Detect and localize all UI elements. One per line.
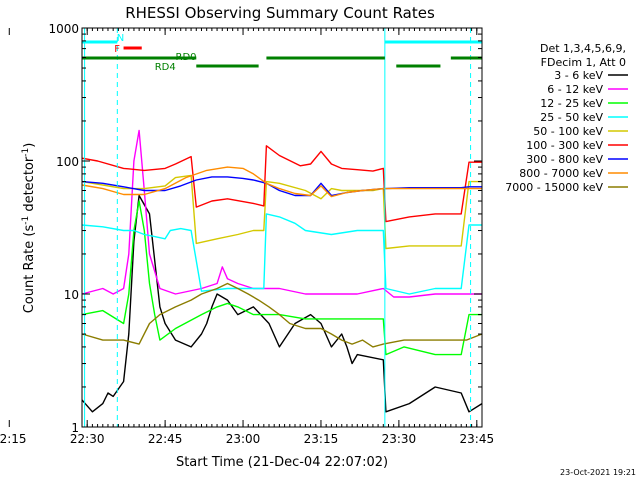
legend-header-decim: FDecim 1, Att 0 <box>541 56 626 69</box>
x-tick-label: 22:15 <box>0 432 27 446</box>
y-axis-label-part1: Count Rate (s <box>22 225 37 314</box>
legend-label-50-100-kev: 50 - 100 keV <box>533 125 603 138</box>
y-axis-label-sup1: -1 <box>21 216 31 225</box>
marker-layer <box>84 28 472 427</box>
series-line-800-7000-kev <box>81 166 482 198</box>
legend-label-800-7000-kev: 800 - 7000 keV <box>519 167 603 180</box>
flag-label-n: N <box>117 33 124 44</box>
series-line-300-800-kev <box>81 176 482 197</box>
series-line-50-100-kev <box>81 174 482 250</box>
flag-label-rd0: RD0 <box>176 52 197 63</box>
legend-label-25-50-kev: 25 - 50 keV <box>540 111 603 124</box>
series-line-7000-15000-kev <box>81 282 483 348</box>
flag-label-f: F <box>114 44 120 55</box>
legend-label-6-12-kev: 6 - 12 keV <box>547 83 603 96</box>
y-axis-label-sup2: -1 <box>21 148 31 157</box>
footer-date: 23-Oct-2021 19:21 <box>560 468 636 477</box>
flag-label-rd4: RD4 <box>155 62 176 73</box>
series-line-6-12-kev <box>81 129 482 298</box>
series-line-100-300-kev <box>81 145 482 223</box>
y-axis: 1 10 100 1000 <box>48 22 482 435</box>
legend-label-100-300-kev: 100 - 300 keV <box>526 139 603 152</box>
x-tick-label: 23:45 <box>460 432 495 446</box>
x-tick-label: 23:00 <box>226 432 261 446</box>
legend: Det 1,3,4,5,6,9, FDecim 1, Att 0 3 - 6 k… <box>505 42 628 194</box>
series-line-3-6-kev <box>81 194 483 413</box>
plot-frame <box>81 27 483 428</box>
legend-label-12-25-kev: 12 - 25 keV <box>540 97 603 110</box>
x-axis-label: Start Time (21-Dec-04 22:07:02) <box>176 455 388 470</box>
x-tick-label: 23:15 <box>304 432 339 446</box>
x-tick-label: 23:30 <box>382 432 417 446</box>
chart-title: RHESSI Observing Summary Count Rates <box>125 4 435 22</box>
series-line-12-25-kev <box>81 200 482 356</box>
x-axis: 22:15 22:30 22:45 23:00 23:15 23:30 23:45 <box>0 28 494 446</box>
legend-header-detectors: Det 1,3,4,5,6,9, <box>540 42 626 55</box>
y-tick-label: 1000 <box>48 22 79 36</box>
y-axis-label-part3: ) <box>22 143 37 148</box>
y-axis-label: Count Rate (s-1 detector-1) <box>21 143 37 314</box>
y-tick-label: 100 <box>56 155 79 169</box>
x-tick-label: 22:45 <box>148 432 183 446</box>
legend-label-300-800-kev: 300 - 800 keV <box>526 153 603 166</box>
y-tick-label: 1 <box>71 421 79 435</box>
y-tick-label: 10 <box>64 288 79 302</box>
series-line-25-50-kev <box>81 213 482 295</box>
legend-label-3-6-kev: 3 - 6 keV <box>554 69 603 82</box>
series-layer <box>81 129 483 413</box>
legend-label-7000-15000-kev: 7000 - 15000 keV <box>505 181 603 194</box>
x-tick-label: 22:30 <box>70 432 105 446</box>
y-axis-label-part2: detector <box>22 156 37 216</box>
